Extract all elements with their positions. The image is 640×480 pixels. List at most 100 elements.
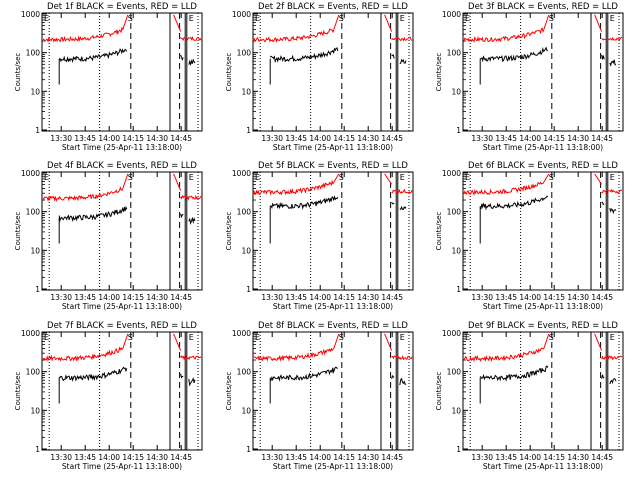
y-tick-label: 1 — [456, 126, 461, 135]
lld-curve-saa-entry — [543, 173, 550, 183]
x-tick-label: 13:30 — [261, 293, 283, 302]
y-tick-label: 10 — [241, 406, 251, 415]
x-tick-label: 14:15 — [122, 293, 144, 302]
x-tick-label: 14:30 — [146, 453, 168, 462]
lld-curve — [601, 188, 623, 194]
plot-frame — [41, 331, 203, 451]
lld-curve — [42, 346, 124, 362]
x-tick-label: 13:45 — [74, 134, 96, 143]
events-curve — [180, 213, 184, 219]
y-tick-label: 1 — [35, 126, 40, 135]
y-tick-label: 10 — [451, 87, 461, 96]
x-tick-label: 14:45 — [381, 453, 403, 462]
events-curve — [188, 377, 196, 387]
y-tick-label: 1000 — [21, 169, 40, 178]
x-tick-label: 14:00 — [309, 134, 331, 143]
lld-curve — [391, 36, 413, 42]
panel-title: Det 7f BLACK = Events, RED = LLD — [47, 321, 197, 331]
panel-title: Det 3f BLACK = Events, RED = LLD — [468, 2, 618, 12]
panel-title: Det 6f BLACK = Events, RED = LLD — [468, 161, 618, 171]
events-curve — [479, 46, 548, 63]
y-tick-label: 10 — [241, 246, 251, 255]
x-axis-label: Start Time (25-Apr-11 13:18:00) — [483, 462, 603, 471]
saa-marker: S — [549, 173, 554, 182]
lld-curve-saa-entry — [333, 173, 340, 183]
panel-title: Det 5f BLACK = Events, RED = LLD — [258, 161, 408, 171]
saa-marker: S — [128, 173, 133, 182]
events-curve — [269, 366, 338, 382]
lld-curve-saa-exit — [384, 14, 393, 32]
panel-9: Det 9f BLACK = Events, RED = LLD 1 10 100 10… — [435, 321, 624, 471]
events-curve — [188, 58, 196, 67]
panel-2: Det 2f BLACK = Events, RED = LLD 1 10 100 10… — [225, 2, 414, 152]
x-tick-label: 14:30 — [357, 293, 379, 302]
panel-title: Det 4f BLACK = Events, RED = LLD — [47, 161, 197, 171]
y-tick-label: 100 — [237, 208, 252, 217]
y-axis-label: Counts/sec — [225, 372, 233, 411]
lld-curve-saa-entry — [122, 14, 129, 30]
plot-frame — [41, 171, 203, 291]
lld-curve — [254, 347, 335, 362]
lld-curve — [180, 194, 202, 201]
lld-curve-saa-entry — [543, 14, 550, 30]
x-tick-label: 13:30 — [50, 134, 72, 143]
eclipse-marker: E — [610, 333, 615, 342]
x-tick-label: 14:00 — [98, 293, 120, 302]
lld-curve — [42, 26, 124, 43]
x-tick-label: 13:45 — [285, 293, 307, 302]
lld-curve-saa-exit — [173, 333, 182, 351]
x-axis-label: Start Time (25-Apr-11 13:18:00) — [62, 462, 182, 471]
events-curve — [58, 48, 128, 64]
x-axis-label: Start Time (25-Apr-11 13:18:00) — [62, 302, 182, 311]
lld-curve-saa-entry — [333, 333, 340, 349]
y-tick-label: 1 — [246, 126, 251, 135]
events-curve — [601, 374, 605, 379]
events-curve — [479, 365, 549, 382]
eclipse-marker: E — [465, 333, 470, 342]
panel-title: Det 2f BLACK = Events, RED = LLD — [258, 2, 408, 12]
y-tick-label: 100 — [447, 368, 462, 377]
eclipse-marker: E — [255, 333, 260, 342]
events-curve — [269, 47, 339, 63]
x-tick-label: 14:45 — [591, 293, 613, 302]
x-tick-label: 14:15 — [333, 453, 355, 462]
x-tick-label: 14:00 — [98, 134, 120, 143]
eclipse-marker: E — [44, 173, 49, 182]
lld-curve-saa-exit — [594, 333, 603, 351]
plot-frame — [252, 171, 414, 291]
y-tick-label: 1000 — [21, 329, 40, 338]
y-tick-label: 10 — [30, 246, 40, 255]
y-tick-label: 1 — [35, 445, 40, 454]
y-axis-label: Counts/sec — [14, 53, 22, 92]
events-curve — [601, 201, 605, 206]
x-tick-label: 14:30 — [567, 134, 589, 143]
saa-marker: S — [549, 14, 554, 23]
eclipse-marker: E — [610, 14, 615, 23]
panel-5: Det 5f BLACK = Events, RED = LLD 1 10 100 10… — [225, 161, 414, 311]
y-tick-label: 10 — [30, 406, 40, 415]
events-curve — [180, 54, 184, 62]
y-axis-label: Counts/sec — [435, 372, 443, 411]
y-tick-label: 100 — [26, 49, 41, 58]
x-tick-label: 13:45 — [74, 453, 96, 462]
y-tick-label: 10 — [30, 87, 40, 96]
saa-marker: S — [339, 173, 344, 182]
x-axis-label: Start Time (25-Apr-11 13:18:00) — [483, 302, 603, 311]
lld-curve-saa-entry — [122, 333, 129, 349]
lld-curve-saa-exit — [173, 173, 182, 191]
y-axis-label: Counts/sec — [225, 212, 233, 251]
lld-curve — [463, 347, 545, 363]
x-axis-label: Start Time (25-Apr-11 13:18:00) — [273, 462, 393, 471]
y-tick-label: 1000 — [232, 329, 251, 338]
plot-frame — [252, 12, 414, 132]
x-tick-label: 13:45 — [495, 293, 517, 302]
x-tick-label: 14:45 — [170, 134, 192, 143]
eclipse-marker: E — [465, 14, 470, 23]
x-tick-label: 14:45 — [381, 134, 403, 143]
y-tick-label: 1 — [456, 445, 461, 454]
y-tick-label: 100 — [237, 49, 252, 58]
events-curve — [399, 205, 407, 211]
x-tick-label: 13:30 — [261, 134, 283, 143]
plot-frame — [41, 12, 203, 132]
eclipse-marker: E — [189, 173, 194, 182]
